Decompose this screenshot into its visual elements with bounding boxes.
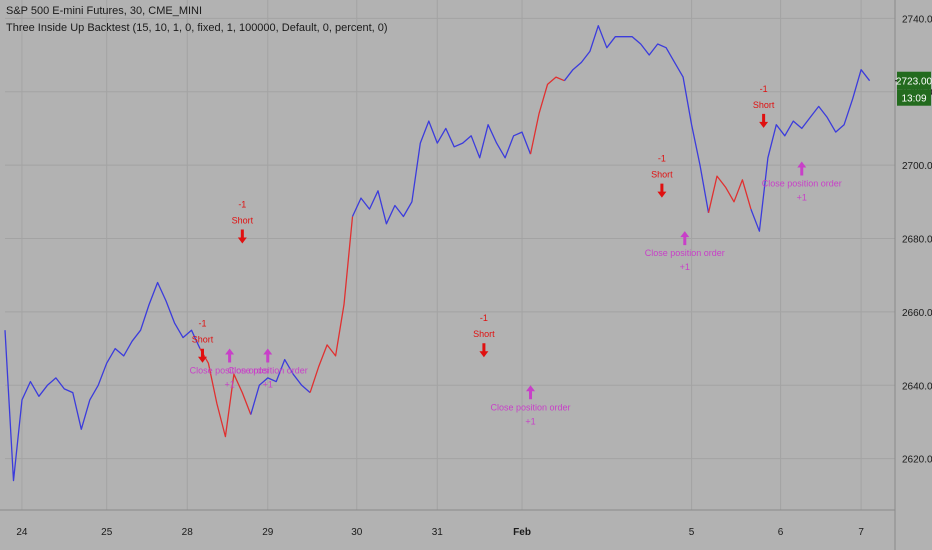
short-arrow-icon (657, 183, 667, 198)
symbol-title: S&P 500 E-mini Futures, 30, CME_MINI (6, 5, 203, 17)
x-tick-label: 7 (858, 527, 864, 538)
short-marker: -1 Short (651, 154, 673, 198)
x-tick-label: 25 (101, 527, 113, 538)
x-tick-label: 28 (182, 527, 194, 538)
close-marker: Close position order +1 (190, 348, 270, 390)
x-tick-label: 6 (778, 527, 784, 538)
close-label: Close position order (645, 248, 725, 258)
x-tick-label: 31 (432, 527, 444, 538)
close-qty-label: +1 (797, 192, 807, 202)
close-label: Close position order (491, 402, 571, 412)
short-label: Short (651, 170, 673, 180)
short-qty-label: -1 (658, 154, 666, 164)
short-marker: -1 Short (192, 319, 214, 363)
short-price-segment (199, 348, 252, 438)
countdown-value: 13:09 (901, 94, 926, 105)
x-tick-label: Feb (513, 527, 531, 538)
close-qty-label: +1 (525, 416, 535, 426)
close-marker: Close position order +1 (228, 348, 308, 390)
short-price-segment (529, 76, 565, 155)
grid (5, 0, 895, 510)
price-tag-value: 2723.00 (896, 77, 932, 88)
short-qty-label: -1 (198, 319, 206, 329)
short-marker: -1 Short (473, 313, 495, 358)
price-tag-bg (897, 71, 931, 90)
y-tick-label: 2660.00 (902, 308, 932, 319)
price-tag[interactable]: 2723.00 13:09 (896, 71, 932, 106)
close-marker: Close position order +1 (645, 231, 725, 272)
countdown-bg (897, 89, 931, 106)
short-qty-label: -1 (238, 199, 246, 209)
x-tick-label: 29 (262, 527, 274, 538)
study-title[interactable]: Three Inside Up Backtest (15, 10, 1, 0, … (6, 22, 388, 34)
short-label: Short (473, 329, 495, 339)
short-arrow-icon (759, 113, 769, 128)
close-label: Close position order (762, 178, 842, 188)
y-tick-label: 2640.00 (902, 381, 932, 392)
close-marker: Close position order +1 (491, 385, 571, 426)
close-marker: Close position order +1 (762, 161, 842, 202)
short-label: Short (192, 335, 214, 345)
close-qty-label: +1 (263, 380, 273, 390)
price-segment (4, 281, 201, 482)
short-marker: -1 Short (232, 199, 254, 244)
y-tick-label: 2740.00 (902, 14, 932, 25)
short-arrow-icon (197, 348, 207, 363)
short-qty-label: -1 (480, 313, 488, 323)
x-tick-label: 24 (16, 527, 28, 538)
x-tick-label: 30 (351, 527, 363, 538)
close-arrow-icon (526, 385, 536, 400)
close-arrow-icon (797, 161, 807, 176)
x-tick-label: 5 (689, 527, 695, 538)
price-series (4, 25, 871, 482)
price-segment (750, 69, 871, 232)
close-qty-label: +1 (224, 380, 234, 390)
short-price-segment (309, 216, 354, 393)
close-arrow-icon (263, 348, 273, 363)
close-label: Close position order (190, 366, 270, 376)
short-marker: -1 Short (753, 84, 775, 128)
price-segment (351, 120, 532, 225)
price-segment (250, 358, 311, 415)
y-tick-label: 2700.00 (902, 161, 932, 172)
close-qty-label: +1 (680, 262, 690, 272)
close-arrow-icon (680, 231, 690, 246)
short-qty-label: -1 (760, 84, 768, 94)
short-arrow-icon (237, 229, 247, 244)
short-price-segment (707, 175, 752, 213)
y-tick-label: 2620.00 (902, 455, 932, 466)
y-tick-label: 2680.00 (902, 234, 932, 245)
short-label: Short (232, 215, 254, 225)
close-label: Close position order (228, 366, 308, 376)
trade-markers: -1 Short Close position order +1 -1 Short Clos… (190, 84, 842, 426)
price-segment (563, 25, 710, 213)
short-label: Short (753, 100, 775, 110)
close-arrow-icon (225, 348, 235, 363)
short-arrow-icon (479, 343, 489, 358)
